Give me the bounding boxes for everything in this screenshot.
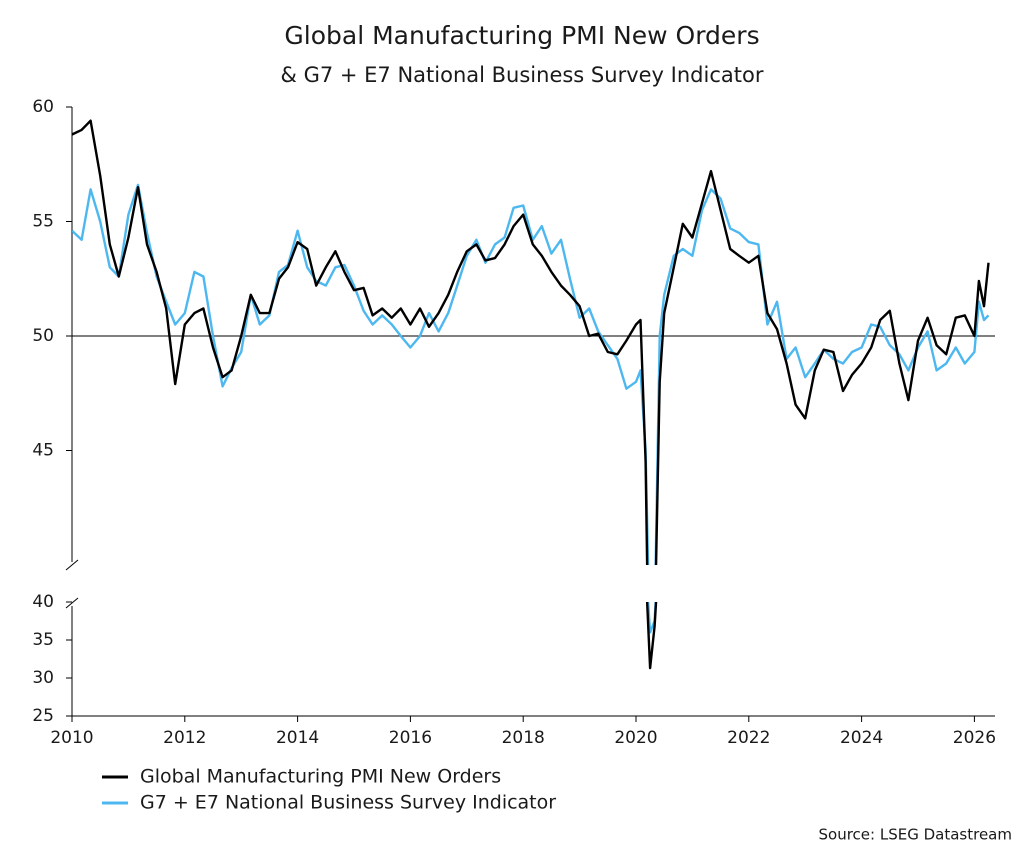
legend-label: G7 + E7 National Business Survey Indicat… xyxy=(140,792,556,814)
series-line xyxy=(72,183,990,565)
y-tick-label: 55 xyxy=(32,212,54,232)
x-tick-label: 2014 xyxy=(276,728,319,748)
y-tick-label: 45 xyxy=(32,441,54,461)
legend-label: Global Manufacturing PMI New Orders xyxy=(140,766,501,788)
y-tick-label: 35 xyxy=(32,630,54,650)
x-tick-label: 2010 xyxy=(50,728,93,748)
series-line xyxy=(645,602,658,670)
chart-subtitle: & G7 + E7 National Business Survey Indic… xyxy=(281,63,764,87)
y-tick-label: 60 xyxy=(32,97,54,117)
x-tick-label: 2020 xyxy=(614,728,657,748)
x-tick-label: 2018 xyxy=(502,728,545,748)
y-tick-label: 40 xyxy=(32,592,54,612)
y-tick-label: 30 xyxy=(32,668,54,688)
x-tick-label: 2016 xyxy=(389,728,432,748)
chart-title: Global Manufacturing PMI New Orders xyxy=(284,21,759,50)
axes xyxy=(65,107,995,717)
x-tick-label: 2022 xyxy=(727,728,770,748)
series-line xyxy=(72,119,990,565)
source: Source: LSEG Datastream xyxy=(819,826,1012,844)
x-tick-label: 2012 xyxy=(163,728,206,748)
y-tick-label: 50 xyxy=(32,326,54,346)
x-tick-label: 2026 xyxy=(953,728,996,748)
y-tick-label: 25 xyxy=(32,706,54,726)
x-tick-label: 2024 xyxy=(840,728,883,748)
series-line xyxy=(646,602,657,634)
axis-break xyxy=(65,559,79,571)
axis-break xyxy=(65,597,79,609)
